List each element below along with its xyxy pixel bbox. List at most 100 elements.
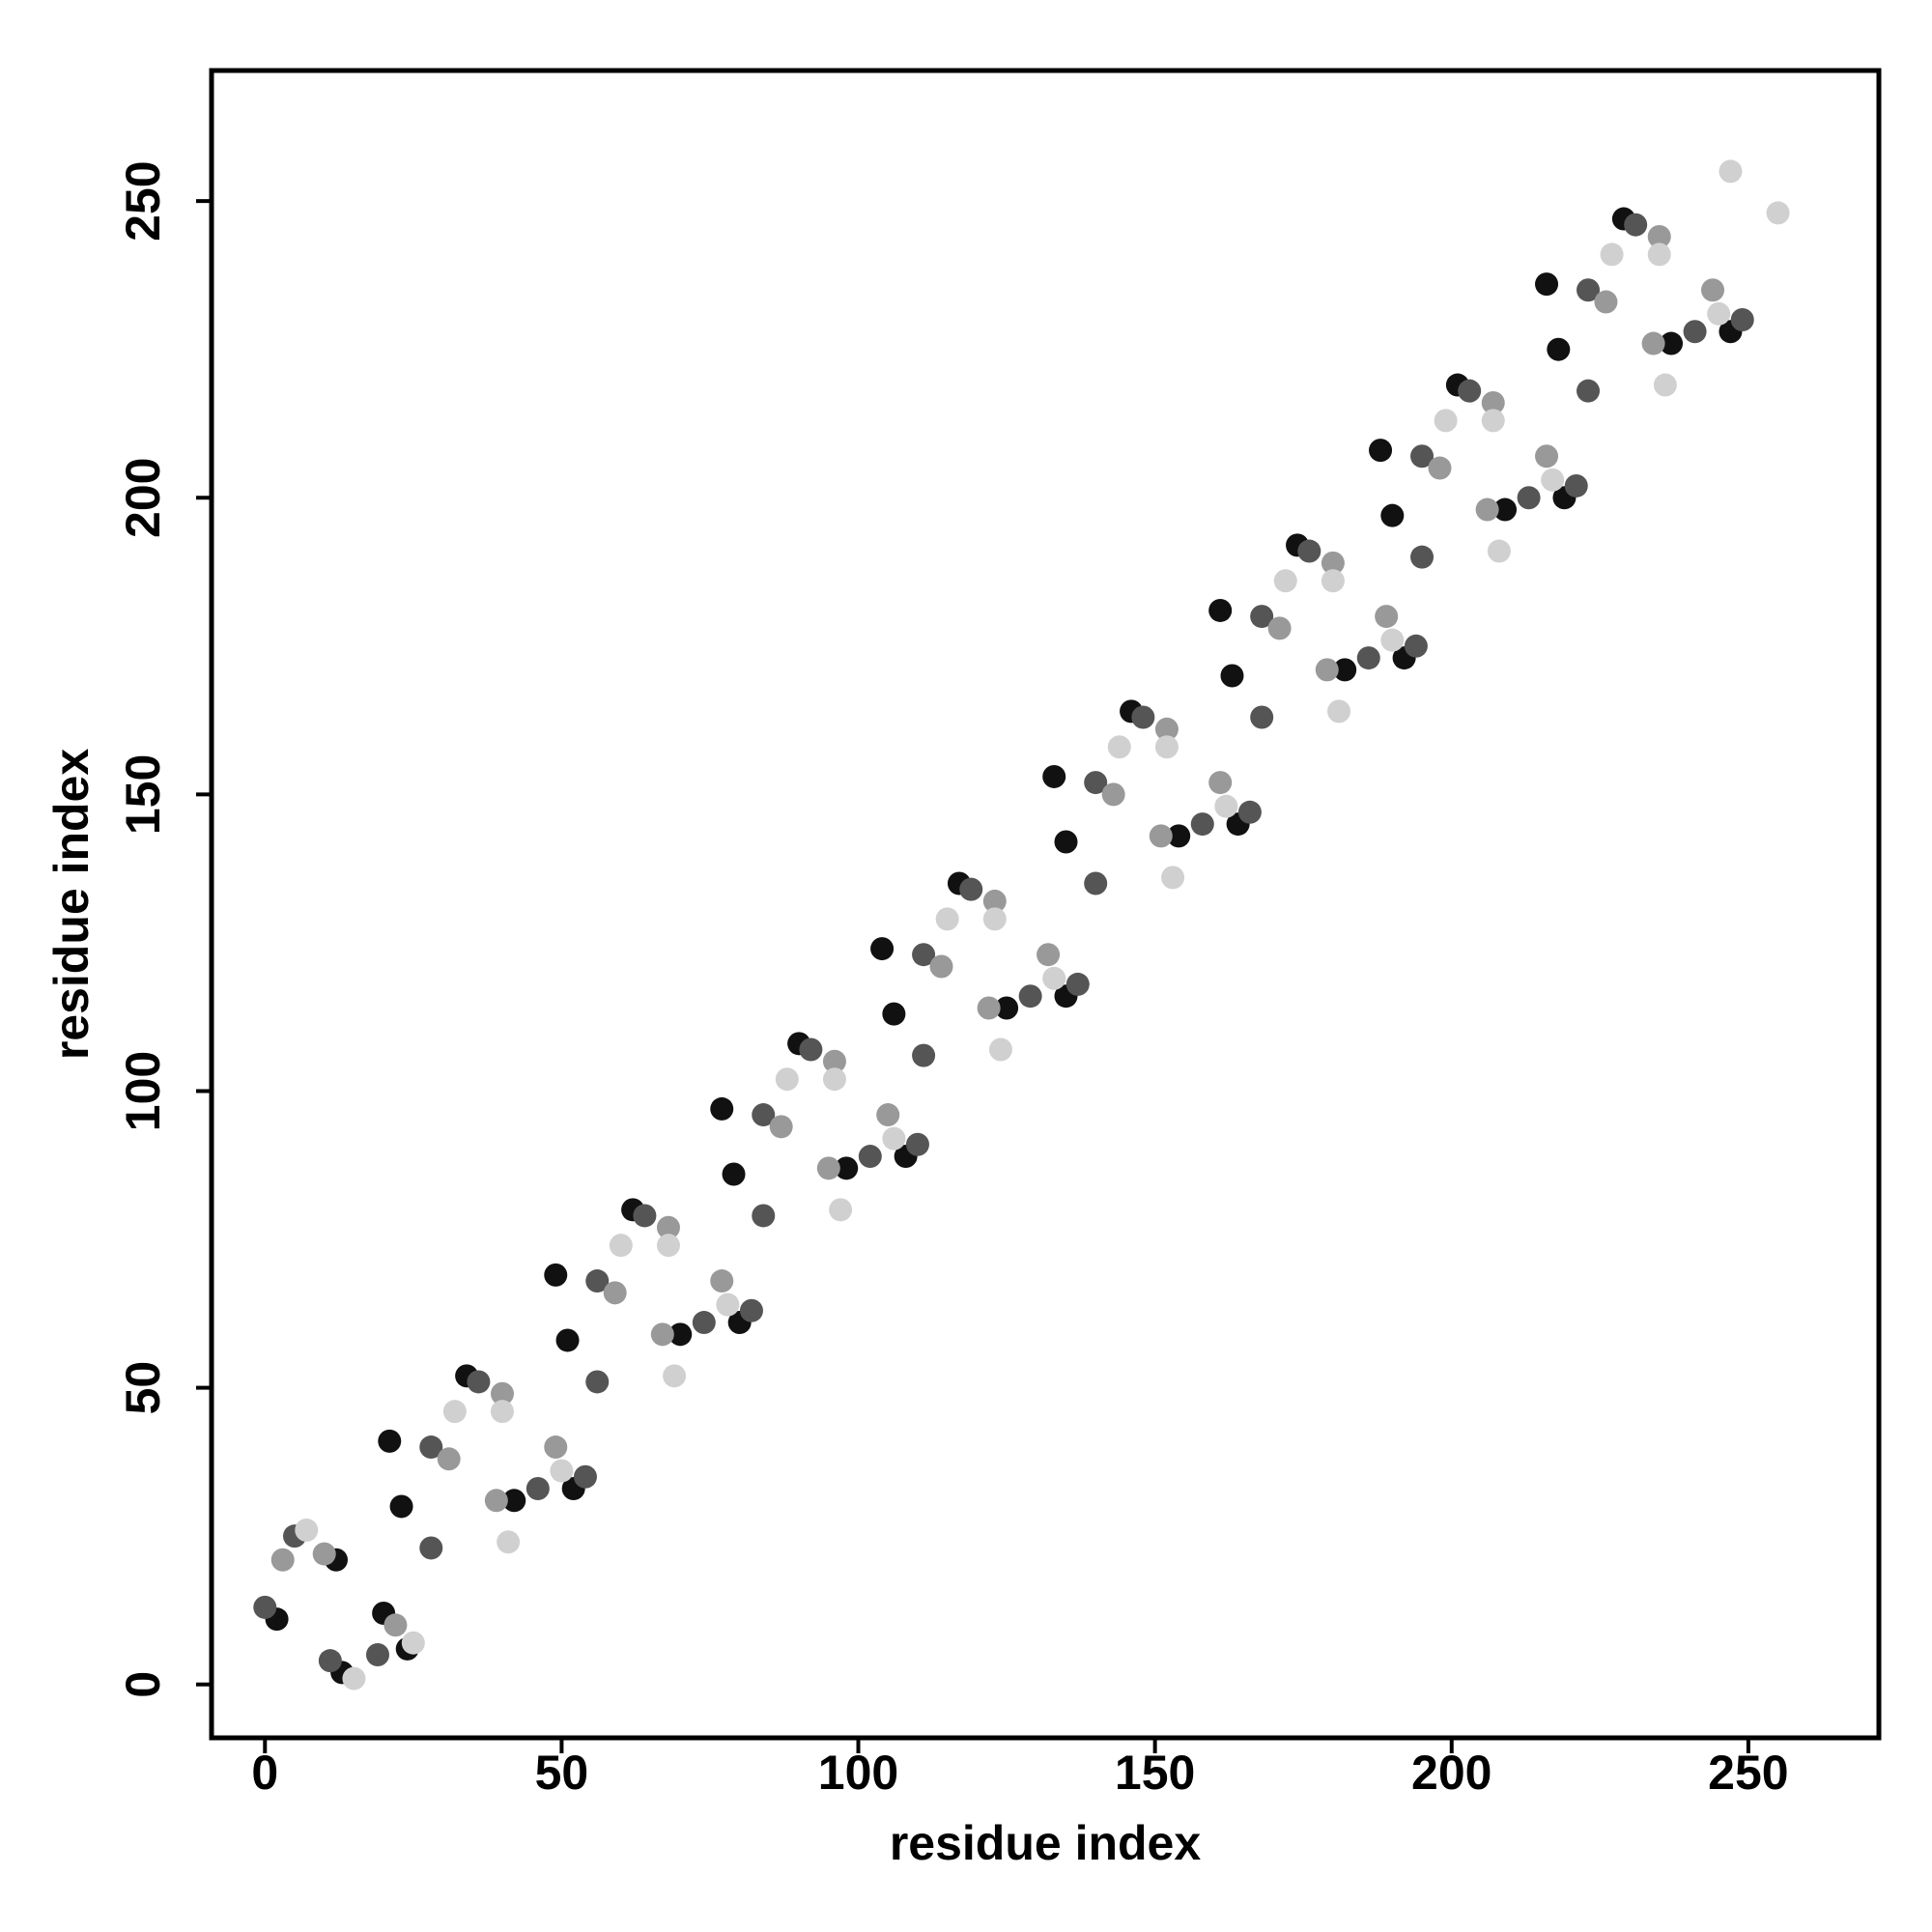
point <box>467 1370 491 1394</box>
point <box>609 1234 633 1258</box>
x-tick-label: 0 <box>251 1746 278 1800</box>
point <box>1564 473 1588 497</box>
point <box>1154 717 1179 741</box>
point <box>544 1435 568 1460</box>
point <box>929 954 953 979</box>
point <box>1237 800 1262 824</box>
point <box>1624 213 1648 237</box>
point <box>912 943 936 967</box>
point <box>1190 812 1214 837</box>
point <box>1719 159 1743 184</box>
point <box>389 1494 413 1519</box>
point <box>816 1156 840 1180</box>
point <box>1600 242 1624 267</box>
point <box>882 1002 906 1026</box>
point <box>799 1037 823 1062</box>
point <box>1577 379 1601 403</box>
point <box>692 1311 716 1335</box>
point <box>1481 409 1505 433</box>
point <box>935 907 959 931</box>
point <box>502 1489 526 1513</box>
point <box>829 1198 853 1222</box>
point <box>876 1103 900 1127</box>
point <box>656 1234 680 1258</box>
point <box>550 1459 574 1483</box>
point <box>1321 569 1345 593</box>
point <box>1594 290 1618 314</box>
point <box>1547 337 1571 361</box>
point <box>650 1322 674 1347</box>
point <box>1084 771 1108 795</box>
point <box>1481 390 1505 414</box>
point <box>912 1043 936 1067</box>
point <box>318 1649 342 1673</box>
point <box>1167 824 1191 848</box>
point <box>585 1370 610 1394</box>
point <box>959 877 983 901</box>
point <box>769 1115 793 1139</box>
point <box>656 1215 680 1239</box>
point <box>835 1156 859 1180</box>
point <box>775 1067 799 1092</box>
point <box>1493 497 1518 522</box>
point <box>1101 782 1125 807</box>
point <box>1267 616 1292 640</box>
point <box>1250 705 1274 729</box>
point <box>1475 497 1499 522</box>
point <box>1356 646 1380 670</box>
point <box>663 1364 687 1388</box>
point <box>1297 539 1321 563</box>
point <box>1208 771 1233 795</box>
point <box>882 1126 906 1151</box>
point <box>1273 569 1297 593</box>
point <box>1250 605 1274 629</box>
point <box>1730 307 1754 331</box>
point <box>1380 628 1405 652</box>
point <box>977 996 1001 1020</box>
plot-frame <box>209 68 1882 1741</box>
point <box>988 1037 1012 1062</box>
point <box>982 907 1007 931</box>
point <box>384 1613 408 1637</box>
point <box>710 1096 734 1121</box>
point <box>585 1269 610 1293</box>
point <box>365 1643 389 1667</box>
point <box>1042 764 1066 788</box>
point <box>1647 242 1671 267</box>
point <box>419 1435 443 1460</box>
point <box>573 1464 597 1489</box>
point <box>722 1162 746 1186</box>
y-tick-label: 50 <box>116 1361 170 1415</box>
point <box>870 937 895 961</box>
point <box>1037 943 1061 967</box>
point <box>739 1298 763 1322</box>
y-tick-label: 100 <box>116 1051 170 1131</box>
point <box>1220 664 1244 688</box>
point <box>378 1429 402 1453</box>
point <box>1541 468 1565 492</box>
point <box>1766 201 1790 225</box>
point <box>1410 545 1435 569</box>
point <box>1208 598 1233 622</box>
point <box>716 1293 740 1317</box>
point <box>1410 444 1435 469</box>
y-axis-label: residue index <box>44 749 99 1061</box>
point <box>1428 456 1452 480</box>
x-tick-label: 200 <box>1411 1746 1492 1800</box>
point <box>1214 794 1238 818</box>
point <box>484 1489 508 1513</box>
point <box>1683 320 1707 344</box>
point <box>1535 272 1559 297</box>
point <box>253 1595 277 1619</box>
point <box>710 1269 734 1293</box>
point <box>490 1381 514 1406</box>
point <box>1315 658 1339 682</box>
point <box>668 1322 693 1347</box>
x-tick-label: 100 <box>818 1746 898 1800</box>
point <box>1647 224 1671 248</box>
point <box>633 1204 657 1228</box>
point <box>1333 658 1357 682</box>
x-tick-label: 50 <box>535 1746 589 1800</box>
point <box>401 1631 425 1655</box>
point <box>1054 830 1078 854</box>
